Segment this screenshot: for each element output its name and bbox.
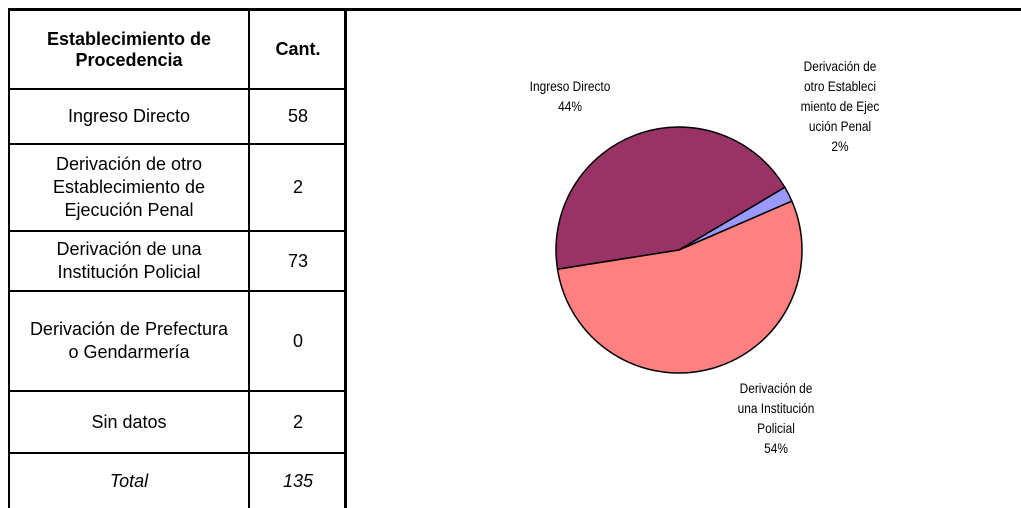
data-label: Derivación de una Institución Policial 54… xyxy=(728,378,823,458)
row-value: 58 xyxy=(248,88,346,143)
row-label: Total xyxy=(8,452,248,508)
data-label: Derivación de otro Establecimiento de Ej… xyxy=(799,56,881,156)
pie-slice xyxy=(555,126,786,271)
data-label: Ingreso Directo 44% xyxy=(519,76,621,116)
pie-slice xyxy=(556,200,803,374)
row-value: 2 xyxy=(248,390,346,452)
data-label-name: Derivación de una Institución Policial xyxy=(737,380,815,436)
row-label: Derivación de una Institución Policial xyxy=(8,230,248,290)
row-label: Derivación de otro Establecimiento de Ej… xyxy=(8,143,248,230)
data-label-value: 54% xyxy=(764,440,788,456)
row-label: Ingreso Directo xyxy=(8,88,248,143)
row-value: 0 xyxy=(248,290,346,390)
header-cell: Cant. xyxy=(248,8,346,88)
top-rule xyxy=(8,8,1021,11)
data-label-value: 2% xyxy=(831,138,849,154)
row-label: Sin datos xyxy=(8,390,248,452)
data-label-name: Derivación de otro Establecimiento de Ej… xyxy=(800,58,880,134)
row-value: 2 xyxy=(248,143,346,230)
row-value: 135 xyxy=(248,452,346,508)
row-value: 73 xyxy=(248,230,346,290)
data-label-value: 44% xyxy=(558,98,582,114)
row-label: Derivación de Prefectura o Gendarmería xyxy=(8,290,248,390)
data-label-name: Ingreso Directo xyxy=(529,78,611,94)
table-right-rule xyxy=(344,8,347,508)
header-cell: Establecimiento de Procedencia xyxy=(8,8,248,88)
